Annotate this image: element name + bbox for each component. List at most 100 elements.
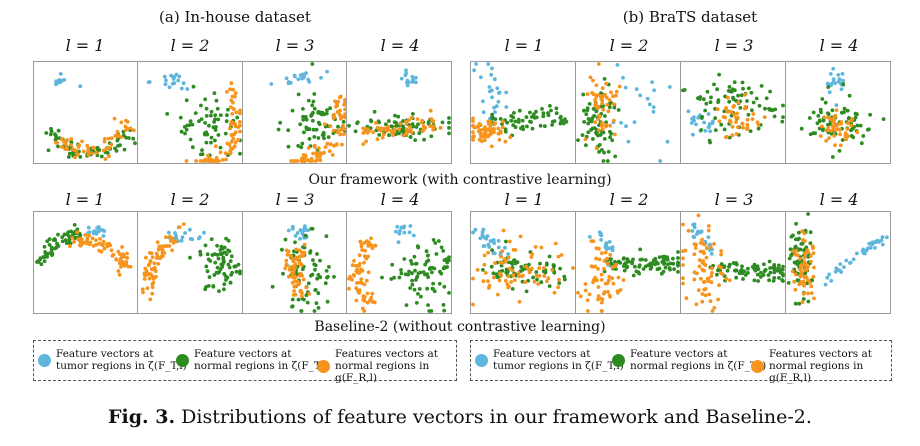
scatter-point bbox=[755, 264, 760, 269]
scatter-point bbox=[231, 106, 236, 111]
scatter-point bbox=[283, 266, 288, 271]
scatter-point bbox=[302, 242, 307, 247]
scatter-point bbox=[609, 257, 613, 261]
scatter-point bbox=[212, 159, 217, 163]
scatter-point bbox=[308, 251, 312, 255]
scatter-point bbox=[703, 129, 708, 133]
layer-label: l = 4 bbox=[819, 190, 859, 209]
scatter-point bbox=[832, 133, 837, 138]
scatter-point bbox=[611, 94, 615, 99]
scatter-point bbox=[296, 77, 301, 81]
scatter-point bbox=[109, 142, 114, 147]
scatter-point bbox=[174, 233, 178, 238]
scatter-point bbox=[131, 136, 136, 141]
scatter-point bbox=[301, 277, 306, 282]
scatter-point bbox=[397, 275, 402, 280]
scatter-point bbox=[606, 149, 611, 154]
scatter-point bbox=[837, 149, 842, 153]
scatter-point bbox=[768, 266, 772, 270]
scatter-point bbox=[286, 249, 291, 254]
scatter-point bbox=[101, 148, 106, 153]
scatter-point bbox=[727, 85, 732, 89]
scatter-point bbox=[222, 287, 226, 292]
scatter-point bbox=[155, 256, 159, 260]
scatter-point bbox=[369, 295, 374, 300]
scatter-point bbox=[503, 127, 508, 132]
scatter-point bbox=[328, 106, 332, 111]
scatter-point bbox=[840, 138, 845, 142]
scatter-point bbox=[667, 266, 672, 271]
scatter-point bbox=[600, 148, 604, 152]
scatter-point bbox=[311, 151, 315, 156]
scatter-point bbox=[647, 102, 652, 107]
scatter-point bbox=[849, 134, 854, 138]
scatter-point bbox=[820, 97, 825, 101]
scatter-point bbox=[844, 258, 849, 263]
scatter-point bbox=[830, 108, 835, 113]
scatter-point bbox=[513, 248, 518, 252]
scatter-point bbox=[803, 239, 807, 243]
scatter-point bbox=[757, 103, 762, 108]
scatter-point bbox=[799, 126, 804, 131]
scatter-point bbox=[745, 122, 750, 127]
scatter-point bbox=[224, 157, 228, 162]
scatter-point bbox=[417, 287, 422, 291]
scatter-point bbox=[603, 114, 607, 118]
scatter-point bbox=[109, 248, 114, 253]
layer-label: l = 3 bbox=[275, 36, 315, 55]
scatter-point bbox=[339, 128, 343, 132]
scatter-point bbox=[324, 269, 329, 273]
scatter-point bbox=[215, 106, 220, 111]
scatter-point bbox=[432, 125, 437, 130]
scatter-point bbox=[621, 278, 626, 282]
scatter-point bbox=[360, 248, 364, 252]
scatter-point bbox=[562, 274, 567, 279]
scatter-point bbox=[586, 130, 591, 135]
scatter-point bbox=[480, 233, 485, 237]
scatter-point bbox=[226, 238, 231, 243]
scatter-point bbox=[576, 138, 580, 142]
scatter-point bbox=[205, 269, 210, 274]
scatter-point bbox=[69, 137, 74, 141]
scatter-point bbox=[607, 240, 612, 244]
scatter-point bbox=[292, 267, 296, 272]
scatter-point bbox=[101, 234, 106, 238]
scatter-point bbox=[861, 134, 866, 138]
scatter-point bbox=[298, 73, 303, 78]
scatter-point bbox=[397, 127, 401, 131]
scatter-point bbox=[359, 280, 363, 285]
scatter-point bbox=[375, 137, 380, 142]
scatter-point bbox=[431, 119, 436, 123]
scatter-point bbox=[820, 124, 824, 129]
legend-text: Feature vectors at normal regions in ζ(F… bbox=[194, 348, 331, 372]
scatter-point bbox=[802, 274, 807, 279]
scatter-point bbox=[157, 247, 161, 252]
scatter-point bbox=[75, 152, 80, 157]
scatter-point bbox=[802, 259, 807, 264]
scatter-point bbox=[441, 249, 446, 253]
scatter-point bbox=[716, 100, 720, 104]
scatter-point bbox=[188, 255, 192, 260]
scatter-point bbox=[606, 290, 610, 294]
scatter-point bbox=[504, 270, 509, 275]
scatter-point bbox=[209, 109, 214, 114]
scatter-point bbox=[384, 122, 388, 127]
scatter-point bbox=[530, 126, 535, 131]
scatter-point bbox=[689, 121, 694, 125]
scatter-point bbox=[202, 230, 206, 235]
scatter-point bbox=[300, 254, 304, 258]
scatter-point bbox=[390, 262, 395, 267]
scatter-point bbox=[296, 282, 301, 287]
scatter-point bbox=[610, 276, 615, 280]
scatter-panel bbox=[680, 211, 786, 314]
scatter-point bbox=[75, 230, 80, 234]
scatter-point bbox=[719, 122, 724, 127]
scatter-point bbox=[63, 147, 68, 151]
scatter-point bbox=[212, 252, 217, 256]
scatter-point bbox=[425, 286, 430, 291]
scatter-point bbox=[324, 234, 329, 239]
scatter-panel bbox=[242, 61, 348, 164]
scatter-point bbox=[167, 230, 171, 235]
scatter-point bbox=[651, 105, 656, 109]
scatter-point bbox=[594, 83, 599, 88]
